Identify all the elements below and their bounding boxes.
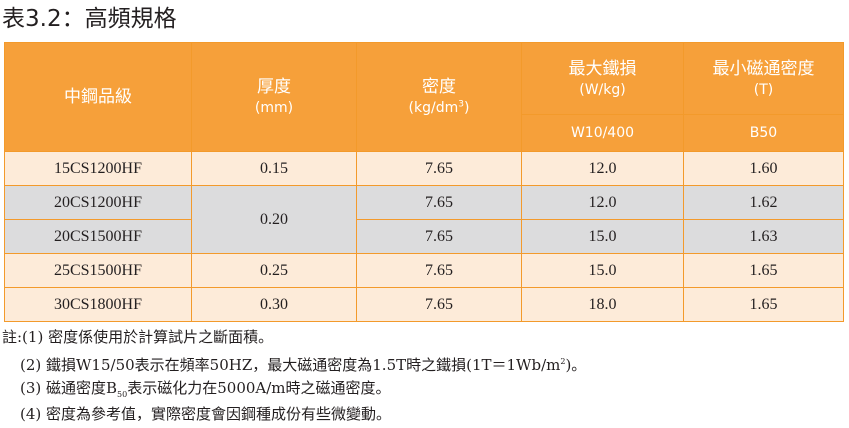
density-unit-exponent: 3 (458, 99, 464, 110)
cell-grade: 20CS1200HF (4, 185, 192, 220)
table-title: 表3.2：高頻規格 (2, 6, 177, 32)
cell-grade: 30CS1800HF (4, 287, 192, 322)
cell-iron-loss: 12.0 (521, 185, 684, 220)
cell-iron-loss: 15.0 (521, 253, 684, 288)
cell-thickness: 0.15 (191, 151, 357, 186)
table-row: 15CS1200HF 0.15 7.65 12.0 1.60 (4, 151, 844, 186)
cell-flux: 1.62 (683, 185, 844, 220)
cell-thickness: 0.30 (191, 287, 357, 322)
cell-density: 7.65 (356, 151, 522, 186)
footnote-3-end: 表示磁化力在5000A/m時之磁通密度。 (127, 379, 391, 397)
footnote-2-superscript: 2 (560, 357, 566, 366)
header-grade-label: 中鋼品級 (64, 87, 132, 107)
header-max-iron-loss-label: 最大鐵損 (568, 58, 637, 79)
cell-flux: 1.65 (683, 287, 844, 322)
header-iron-loss-condition: W10/400 (521, 114, 684, 152)
header-density: 密度 (kg/dm3) (356, 42, 522, 152)
cell-flux: 1.60 (683, 151, 844, 186)
cell-flux: 1.63 (683, 219, 844, 254)
footnote-3: (3) 磁通密度B50表示磁化力在5000A/m時之磁通密度。 (20, 378, 391, 405)
header-grade: 中鋼品級 (4, 42, 192, 152)
header-flux-condition: B50 (683, 114, 844, 152)
footnote-3-text: (3) 磁通密度B (20, 379, 118, 397)
header-thickness-unit: (mm) (254, 100, 294, 116)
cell-density: 7.65 (356, 253, 522, 288)
header-thickness-label: 厚度 (257, 77, 291, 97)
header-min-flux-density-unit: (T) (753, 81, 774, 98)
table-row: 20CS1500HF 7.65 15.0 1.63 (4, 219, 844, 254)
cell-iron-loss: 18.0 (521, 287, 684, 322)
density-unit-suffix: ) (463, 100, 470, 116)
cell-iron-loss: 15.0 (521, 219, 684, 254)
cell-thickness: 0.25 (191, 253, 357, 288)
footnote-2-end: )。 (565, 356, 587, 374)
footnote-2-text: (2) 鐵損W15/50表示在頻率50HZ，最大磁通密度為1.5T時之鐵損(1T… (20, 356, 561, 374)
footnote-1: 註:(1) 密度係使用於計算試片之斷面積。 (2, 328, 274, 346)
cell-grade: 20CS1500HF (4, 219, 192, 254)
footnote-4: (4) 密度為參考值，實際密度會因鋼種成份有些微變動。 (20, 405, 392, 423)
cell-iron-loss: 12.0 (521, 151, 684, 186)
cell-density: 7.65 (356, 219, 522, 254)
density-unit-prefix: (kg/dm (408, 100, 459, 116)
cell-density: 7.65 (356, 185, 522, 220)
header-min-flux-density-label: 最小磁通密度 (712, 58, 815, 79)
spec-table: 中鋼品級 厚度 (mm) 密度 (kg/dm3) 最大鐵損 (W/kg) 最小磁… (4, 42, 844, 322)
footnote-2: (2) 鐵損W15/50表示在頻率50HZ，最大磁通密度為1.5T時之鐵損(1T… (20, 352, 586, 375)
header-min-flux-density: 最小磁通密度 (T) (683, 42, 844, 115)
cell-grade: 25CS1500HF (4, 253, 192, 288)
cell-density: 7.65 (356, 287, 522, 322)
table-row: 20CS1200HF 0.20 7.65 12.0 1.62 (4, 185, 844, 254)
cell-grade: 15CS1200HF (4, 151, 192, 186)
header-density-unit: (kg/dm3) (358, 98, 521, 118)
header-max-iron-loss: 最大鐵損 (W/kg) (521, 42, 684, 115)
header-density-label: 密度 (422, 77, 456, 97)
header-max-iron-loss-unit: (W/kg) (579, 81, 626, 98)
cell-flux: 1.65 (683, 253, 844, 288)
header-thickness: 厚度 (mm) (191, 42, 357, 152)
footnote-3-subscript: 50 (117, 390, 128, 399)
cell-thickness-merged: 0.20 (191, 185, 357, 254)
table-row: 30CS1800HF 0.30 7.65 18.0 1.65 (4, 287, 844, 322)
table-row: 25CS1500HF 0.25 7.65 15.0 1.65 (4, 253, 844, 288)
